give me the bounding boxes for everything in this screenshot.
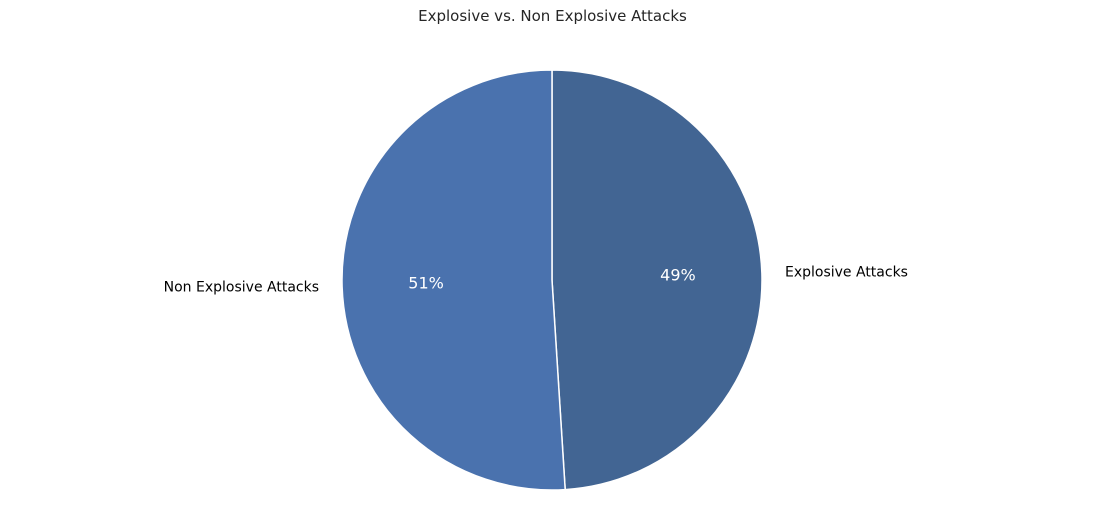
pie-category-label: Non Explosive Attacks xyxy=(164,279,319,295)
pie-pct-label: 51% xyxy=(408,273,444,292)
pie-pct-label: 49% xyxy=(660,266,696,285)
chart-title: Explosive vs. Non Explosive Attacks xyxy=(418,7,687,25)
pie-category-label: Explosive Attacks xyxy=(785,265,908,281)
pie-slice-explosive-attacks xyxy=(551,69,763,491)
pie-slice-non-explosive-attacks xyxy=(341,69,566,491)
